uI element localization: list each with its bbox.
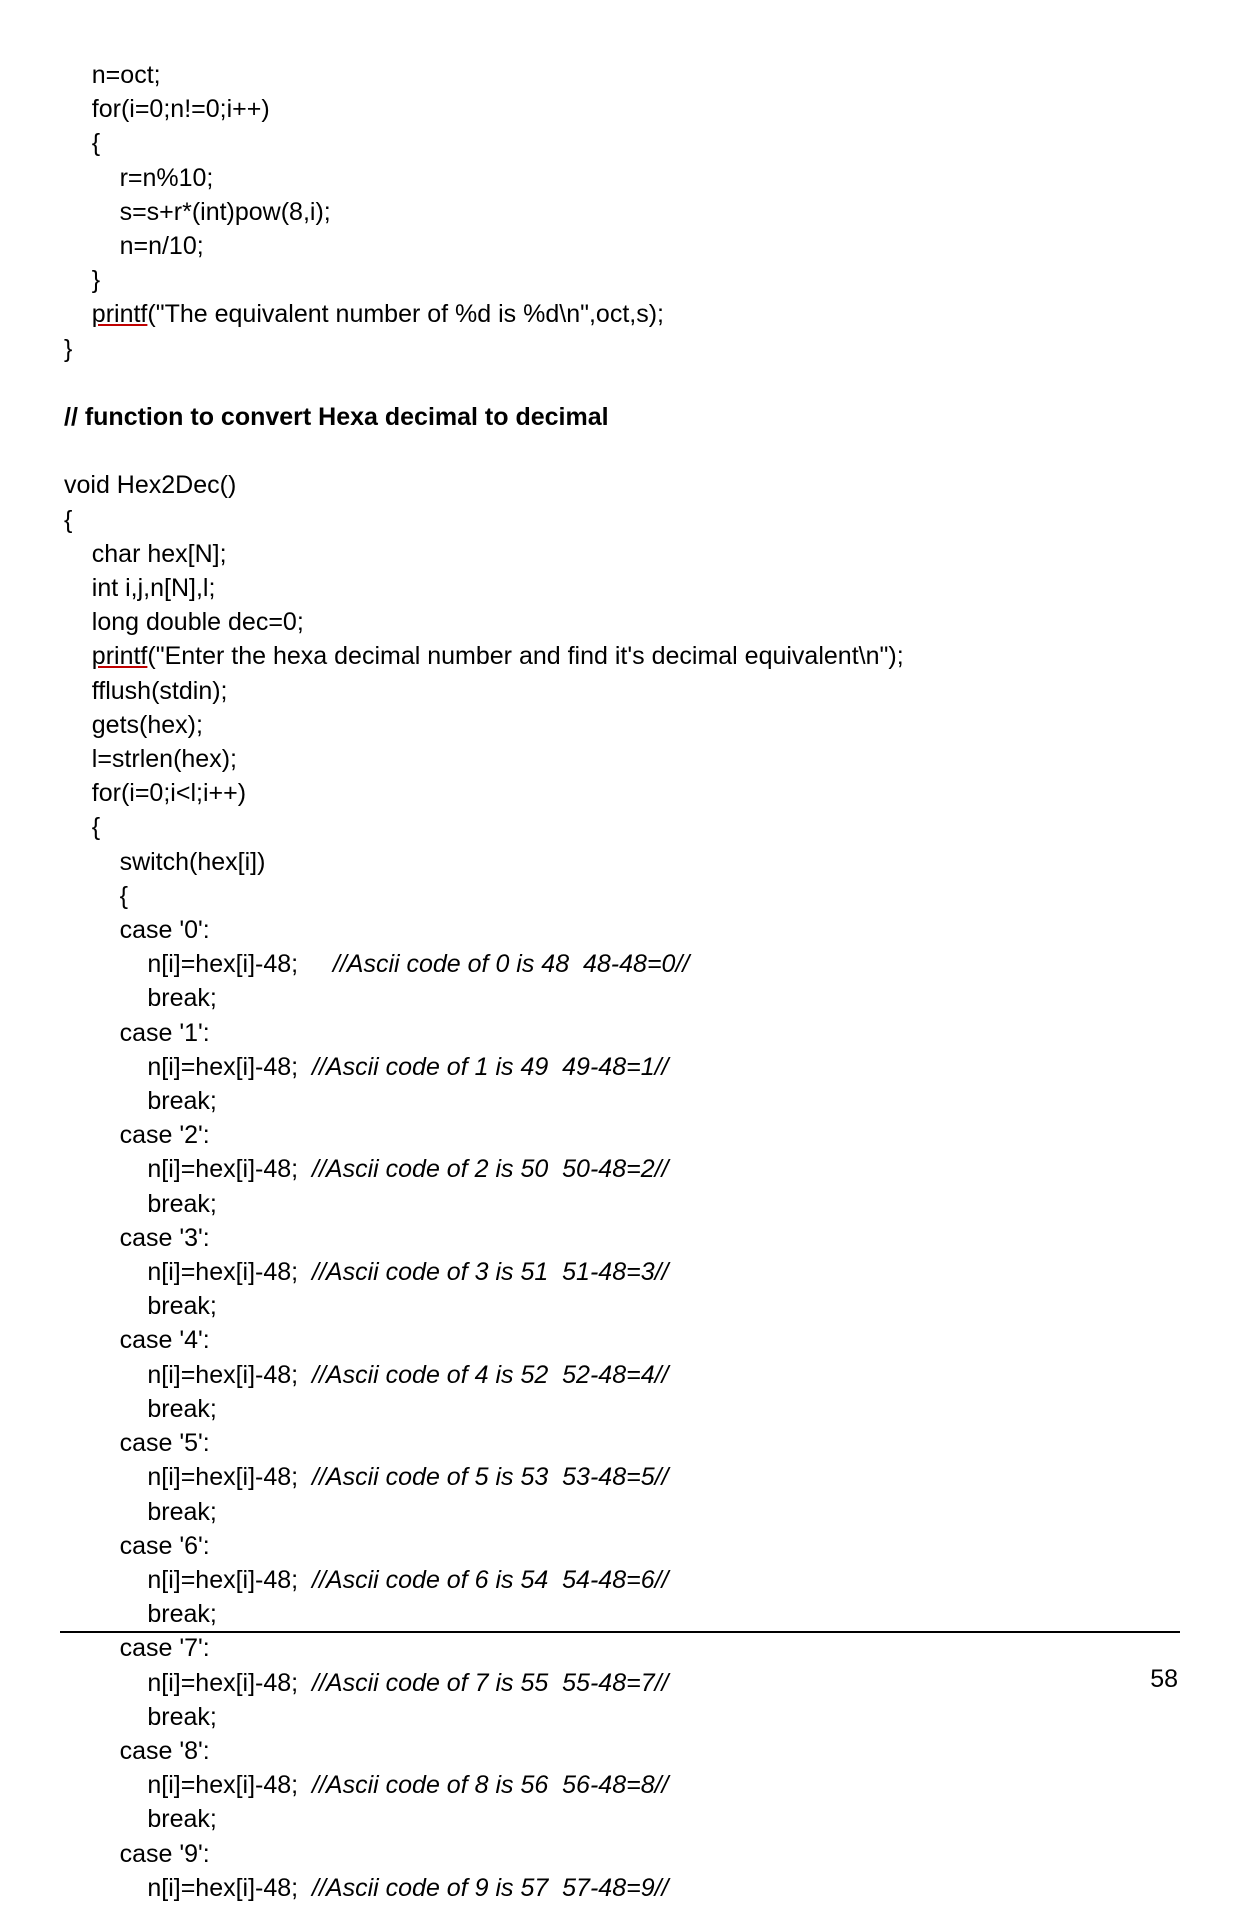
code-line: { (64, 879, 1174, 913)
code-line: case '5': (64, 1426, 1174, 1460)
code-text: ("The equivalent number of %d is %d\n",o… (147, 300, 664, 328)
code-comment: //Ascii code of 1 is 49 49-48=1// (312, 1053, 668, 1081)
code-text: n[i]=hex[i]-48; (64, 1669, 312, 1697)
code-line: for(i=0;i<l;i++) (64, 776, 1174, 810)
code-line: n[i]=hex[i]-48; //Ascii code of 8 is 56 … (64, 1768, 1174, 1802)
code-line: switch(hex[i]) (64, 845, 1174, 879)
code-text: n[i]=hex[i]-48; (64, 1053, 312, 1081)
code-line: printf("The equivalent number of %d is %… (64, 297, 1174, 331)
code-line: break; (64, 1495, 1174, 1529)
code-comment: //Ascii code of 6 is 54 54-48=6// (312, 1566, 668, 1594)
page-content: n=oct; for(i=0;n!=0;i++) { r=n%10; s=s+r… (64, 58, 1174, 1905)
code-text: n[i]=hex[i]-48; (64, 1771, 312, 1799)
code-line: { (64, 503, 1174, 537)
code-line: n[i]=hex[i]-48; //Ascii code of 9 is 57 … (64, 1871, 1174, 1905)
code-line: void Hex2Dec() (64, 468, 1174, 502)
code-line: case '6': (64, 1529, 1174, 1563)
code-line: break; (64, 1187, 1174, 1221)
code-line: r=n%10; (64, 161, 1174, 195)
code-line: case '2': (64, 1118, 1174, 1152)
code-line: break; (64, 981, 1174, 1015)
code-line: n[i]=hex[i]-48; //Ascii code of 2 is 50 … (64, 1152, 1174, 1186)
code-comment: //Ascii code of 5 is 53 53-48=5// (312, 1463, 668, 1491)
code-text: n[i]=hex[i]-48; (64, 1874, 312, 1902)
code-line: } (64, 263, 1174, 297)
code-text: n[i]=hex[i]-48; (64, 950, 333, 978)
code-line: n[i]=hex[i]-48; //Ascii code of 3 is 51 … (64, 1255, 1174, 1289)
section-title: // function to convert Hexa decimal to d… (64, 400, 1174, 434)
code-text: n[i]=hex[i]-48; (64, 1463, 312, 1491)
code-text: n[i]=hex[i]-48; (64, 1258, 312, 1286)
code-line: { (64, 126, 1174, 160)
code-text: n[i]=hex[i]-48; (64, 1155, 312, 1183)
code-comment: //Ascii code of 3 is 51 51-48=3// (312, 1258, 668, 1286)
code-line: n[i]=hex[i]-48; //Ascii code of 0 is 48 … (64, 947, 1174, 981)
code-line: n=n/10; (64, 229, 1174, 263)
code-line: l=strlen(hex); (64, 742, 1174, 776)
code-line: fflush(stdin); (64, 674, 1174, 708)
code-comment: //Ascii code of 2 is 50 50-48=2// (312, 1155, 668, 1183)
code-text: n[i]=hex[i]-48; (64, 1566, 312, 1594)
code-line: n[i]=hex[i]-48; //Ascii code of 6 is 54 … (64, 1563, 1174, 1597)
code-line: for(i=0;n!=0;i++) (64, 92, 1174, 126)
code-line: { (64, 810, 1174, 844)
code-line: n[i]=hex[i]-48; //Ascii code of 1 is 49 … (64, 1050, 1174, 1084)
code-line: break; (64, 1392, 1174, 1426)
code-line: case '4': (64, 1323, 1174, 1357)
code-comment: //Ascii code of 8 is 56 56-48=8// (312, 1771, 668, 1799)
page-number: 58 (1150, 1665, 1178, 1694)
code-line: long double dec=0; (64, 605, 1174, 639)
code-line: int i,j,n[N],l; (64, 571, 1174, 605)
code-line: case '0': (64, 913, 1174, 947)
code-line: case '1': (64, 1016, 1174, 1050)
code-comment: //Ascii code of 4 is 52 52-48=4// (312, 1361, 668, 1389)
code-line: gets(hex); (64, 708, 1174, 742)
code-line: break; (64, 1084, 1174, 1118)
code-text: ("Enter the hexa decimal number and find… (147, 642, 903, 670)
code-line: s=s+r*(int)pow(8,i); (64, 195, 1174, 229)
printf-call: printf (92, 642, 148, 670)
code-line: n[i]=hex[i]-48; //Ascii code of 5 is 53 … (64, 1460, 1174, 1494)
code-line: n[i]=hex[i]-48; //Ascii code of 7 is 55 … (64, 1666, 1174, 1700)
code-line: char hex[N]; (64, 537, 1174, 571)
code-text: n[i]=hex[i]-48; (64, 1361, 312, 1389)
indent (64, 300, 92, 328)
code-line: case '8': (64, 1734, 1174, 1768)
code-comment: //Ascii code of 9 is 57 57-48=9// (312, 1874, 668, 1902)
code-line: break; (64, 1700, 1174, 1734)
code-line: case '3': (64, 1221, 1174, 1255)
blank-line (64, 434, 1174, 468)
code-line: n[i]=hex[i]-48; //Ascii code of 4 is 52 … (64, 1358, 1174, 1392)
code-line: n=oct; (64, 58, 1174, 92)
blank-line (64, 366, 1174, 400)
code-line: printf("Enter the hexa decimal number an… (64, 639, 1174, 673)
code-line: case '7': (64, 1631, 1174, 1665)
code-line: } (64, 332, 1174, 366)
code-comment: //Ascii code of 0 is 48 48-48=0// (333, 950, 689, 978)
code-line: break; (64, 1597, 1174, 1631)
code-line: break; (64, 1802, 1174, 1836)
code-line: case '9': (64, 1837, 1174, 1871)
code-comment: //Ascii code of 7 is 55 55-48=7// (312, 1669, 668, 1697)
code-line: break; (64, 1289, 1174, 1323)
indent (64, 642, 92, 670)
footer-rule (60, 1631, 1180, 1633)
printf-call: printf (92, 300, 148, 328)
